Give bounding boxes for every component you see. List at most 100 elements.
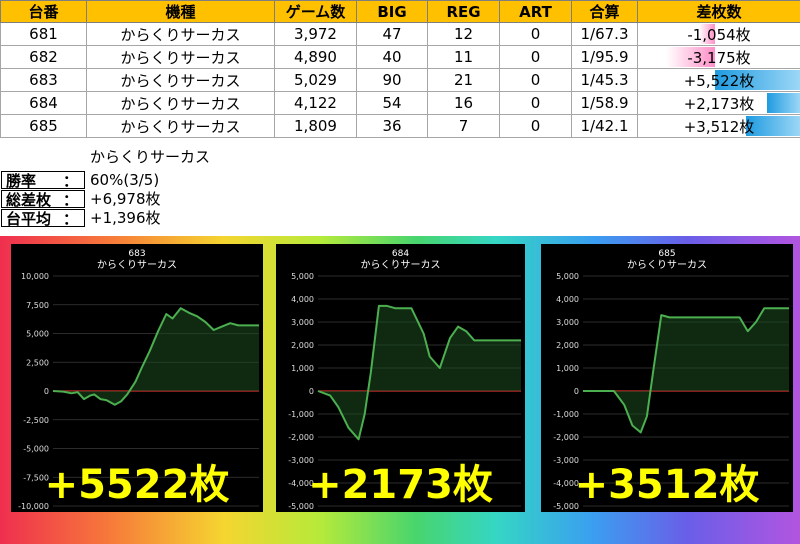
cell-big: 40 — [356, 45, 428, 69]
y-tick-label: 1,000 — [556, 364, 579, 373]
cell-reg: 11 — [427, 45, 500, 69]
y-tick-label: 3,000 — [291, 318, 314, 327]
cell-diff: -1,054枚 — [637, 22, 800, 46]
series-area — [53, 308, 259, 405]
summary-title: からくりサーカス — [90, 148, 211, 166]
diff-value: +2,173枚 — [683, 94, 755, 113]
diff-bar — [699, 24, 715, 44]
diff-value: +3,512枚 — [683, 117, 755, 136]
y-tick-label: -3,000 — [553, 456, 579, 465]
cell-model: からくりサーカス — [86, 68, 275, 92]
header-cell: 台番 — [0, 0, 87, 23]
cell-reg: 21 — [427, 68, 500, 92]
win-rate-value: 60%(3/5) — [90, 171, 160, 189]
cell-diff: +5,522枚 — [637, 68, 800, 92]
charts-panel: 683 からくりサーカス 10,000 7,500 5,000 2,500 0 -2,500-… — [0, 236, 800, 544]
y-tick-label: 4,000 — [291, 295, 314, 304]
y-tick-label: 0 — [574, 387, 579, 396]
cell-no: 685 — [0, 114, 87, 138]
result-label: +3512枚 — [574, 462, 760, 508]
series-line — [317, 304, 521, 441]
y-tick-label: -2,500 — [23, 416, 49, 425]
chart-683: 683 からくりサーカス 10,000 7,500 5,000 2,500 0 -2,500 -… — [11, 244, 263, 512]
cell-games: 3,972 — [274, 22, 357, 46]
y-tick-label: -2,000 — [288, 433, 314, 442]
y-tick-label: 0 — [309, 387, 314, 396]
y-tick-label: 2,000 — [291, 341, 314, 350]
y-tick-label: -4,000 — [288, 479, 314, 488]
y-tick-label: 10,000 — [21, 272, 49, 281]
chart-subtitle: からくりサーカス — [627, 259, 707, 271]
avg-value: +1,396枚 — [90, 209, 161, 227]
win-rate-label: 勝率： — [1, 171, 85, 190]
cell-games: 4,890 — [274, 45, 357, 69]
table-row: 682 からくりサーカス 4,890 40 11 0 1/95.9 -3,175枚 — [0, 45, 800, 69]
result-label: +5522枚 — [44, 462, 230, 508]
y-tick-label: 5,000 — [291, 272, 314, 281]
y-tick-label: -5,000 — [288, 502, 314, 511]
y-tick-label: -1,000 — [553, 410, 579, 419]
cell-combined: 1/95.9 — [571, 45, 638, 69]
chart-title: 683 — [128, 249, 145, 259]
y-tick-label: 1,000 — [291, 364, 314, 373]
cell-art: 0 — [499, 114, 572, 138]
header-cell: BIG — [356, 0, 428, 23]
y-tick-label: -3,000 — [288, 456, 314, 465]
chart-title: 684 — [392, 249, 409, 259]
cell-big: 47 — [356, 22, 428, 46]
cell-model: からくりサーカス — [86, 91, 275, 115]
y-tick-label: 4,000 — [556, 295, 579, 304]
cell-reg: 16 — [427, 91, 500, 115]
cell-combined: 1/45.3 — [571, 68, 638, 92]
total-diff-label: 総差枚： — [1, 190, 85, 209]
y-tick-label: -2,000 — [553, 433, 579, 442]
header-cell: REG — [427, 0, 500, 23]
cell-no: 682 — [0, 45, 87, 69]
y-tick-label: -5,000 — [23, 445, 49, 454]
cell-games: 4,122 — [274, 91, 357, 115]
header-cell: ゲーム数 — [274, 0, 357, 23]
total-diff-value: +6,978枚 — [90, 190, 161, 208]
header-row: 台番 機種 ゲーム数 BIG REG ART 合算 差枚数 — [0, 0, 800, 23]
diff-bar — [746, 116, 800, 136]
chart-subtitle: からくりサーカス — [361, 259, 441, 271]
cell-art: 0 — [499, 45, 572, 69]
data-table: 台番 機種 ゲーム数 BIG REG ART 合算 差枚数 681 からくりサーカ… — [0, 0, 800, 138]
cell-model: からくりサーカス — [86, 114, 275, 138]
cell-reg: 7 — [427, 114, 500, 138]
table-row: 681 からくりサーカス 3,972 47 12 0 1/67.3 -1,054枚 — [0, 22, 800, 46]
cell-art: 0 — [499, 22, 572, 46]
cell-diff: +3,512枚 — [637, 114, 800, 138]
cell-combined: 1/42.1 — [571, 114, 638, 138]
avg-label: 台平均： — [1, 209, 85, 228]
y-tick-label: 3,000 — [556, 318, 579, 327]
series-line — [583, 307, 789, 434]
series-area — [583, 308, 789, 433]
cell-big: 36 — [356, 114, 428, 138]
diff-value: +5,522枚 — [683, 71, 755, 90]
cell-games: 5,029 — [274, 68, 357, 92]
cell-diff: +2,173枚 — [637, 91, 800, 115]
cell-games: 1,809 — [274, 114, 357, 138]
cell-no: 683 — [0, 68, 87, 92]
diff-value: -1,054枚 — [687, 25, 751, 44]
chart-title: 685 — [658, 249, 675, 259]
y-tick-label: 0 — [44, 387, 49, 396]
y-tick-label: 5,000 — [26, 330, 49, 339]
header-cell: 合算 — [571, 0, 638, 23]
cell-art: 0 — [499, 68, 572, 92]
cell-reg: 12 — [427, 22, 500, 46]
y-tick-label: 5,000 — [556, 272, 579, 281]
y-tick-label: 2,500 — [26, 358, 49, 367]
y-tick-label: -7,500 — [23, 473, 49, 482]
chart-684: 684 からくりサーカス 5,000 4,000 3,000 2,000 1,000 0 -1,… — [276, 244, 525, 512]
cell-combined: 1/58.9 — [571, 91, 638, 115]
diff-bar — [666, 47, 715, 67]
cell-no: 684 — [0, 91, 87, 115]
cell-model: からくりサーカス — [86, 22, 275, 46]
header-cell: 差枚数 — [637, 0, 800, 23]
header-cell: 機種 — [86, 0, 275, 23]
